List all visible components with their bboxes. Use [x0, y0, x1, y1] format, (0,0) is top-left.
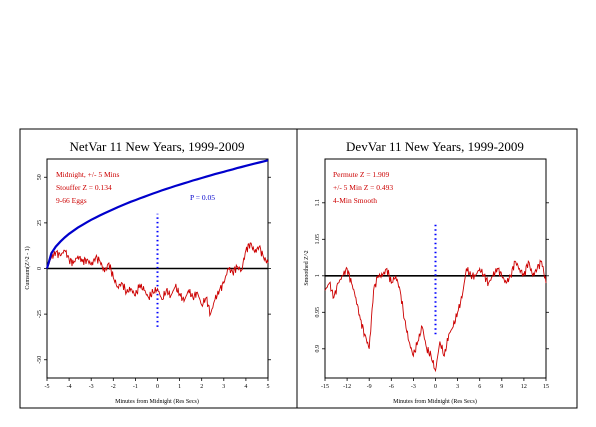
- devvar-x-tick-label: -3: [411, 384, 416, 390]
- devvar-x-tick-label: 3: [456, 384, 459, 390]
- devvar-series-red: [324, 259, 547, 373]
- netvar-x-tick-label: -1: [133, 384, 138, 390]
- figure-border: [19, 128, 578, 409]
- netvar-x-tick-label: 4: [244, 384, 247, 390]
- devvar-y-tick-labels: 1.1 1.05 1 0.95 0.9: [315, 199, 321, 352]
- netvar-annotation-window: Midnight, +/- 5 Mins: [56, 170, 119, 179]
- devvar-x-tick-label: -6: [389, 384, 394, 390]
- devvar-x-tick-labels: -15 -12 -9 -6 -3 0 3 6 9 12 15: [321, 384, 549, 390]
- devvar-y-tick-label: 1: [315, 274, 321, 277]
- devvar-x-tick-label: -9: [367, 384, 372, 390]
- netvar-x-tick-label: 2: [200, 384, 203, 390]
- devvar-x-tick-label: 6: [478, 384, 481, 390]
- devvar-title: DevVar 11 New Years, 1999-2009: [346, 139, 524, 154]
- devvar-annotation-smooth: 4-Min Smooth: [333, 196, 377, 205]
- netvar-series-red: [46, 242, 269, 318]
- devvar-x-tick-label: -15: [321, 384, 329, 390]
- netvar-ticks: [44, 176, 271, 381]
- devvar-annotation-permute: Permute Z = 1.909: [333, 170, 390, 179]
- netvar-y-tick-label: 0: [37, 267, 43, 270]
- netvar-x-tick-labels: -5 -4 -3 -2 -1 0 1 2 3 4 5: [45, 384, 270, 390]
- devvar-x-axis-label: Minutes from Midnight (Res Secs): [393, 398, 477, 405]
- devvar-chart: DevVar 11 New Years, 1999-2009 -15 -12 -9-…: [304, 139, 549, 405]
- devvar-y-tick-label: 0.9: [315, 345, 321, 353]
- netvar-y-tick-labels: 50 25 0 -25 -50: [37, 174, 43, 364]
- netvar-x-tick-label: 1: [178, 384, 181, 390]
- netvar-x-tick-label: -3: [89, 384, 94, 390]
- netvar-x-tick-label: 0: [156, 384, 159, 390]
- netvar-x-tick-label: -4: [67, 384, 72, 390]
- devvar-x-tick-label: 0: [434, 384, 437, 390]
- devvar-x-tick-label: 12: [521, 384, 527, 390]
- netvar-y-axis-label: Cumsum(Z^2 - 1): [24, 246, 31, 289]
- netvar-x-tick-label: -2: [111, 384, 116, 390]
- netvar-x-tick-label: -5: [45, 384, 50, 390]
- netvar-x-axis-label: Minutes from Midnight (Res Secs): [115, 398, 199, 405]
- devvar-x-tick-label: -12: [343, 384, 351, 390]
- devvar-y-tick-label: 0.95: [315, 307, 321, 318]
- netvar-annotation-eggs: 9-66 Eggs: [56, 196, 87, 205]
- devvar-ticks: [322, 202, 549, 381]
- devvar-y-axis-label: Smoothed Z^2: [304, 250, 310, 285]
- netvar-x-tick-label: 3: [222, 384, 225, 390]
- netvar-annotation-pvalue: P = 0.05: [190, 193, 215, 202]
- netvar-title: NetVar 11 New Years, 1999-2009: [70, 139, 245, 154]
- netvar-y-tick-label: -50: [37, 356, 43, 364]
- netvar-y-tick-label: -25: [37, 310, 43, 318]
- netvar-y-tick-label: 25: [37, 220, 43, 226]
- netvar-chart: NetVar 11 New Years, 1999-2009 -5 -4 -3 -2-…: [24, 139, 271, 405]
- netvar-series-blue: [45, 159, 269, 269]
- netvar-y-tick-label: 50: [37, 174, 43, 180]
- devvar-annotation-window: +/- 5 Min Z = 0.493: [333, 183, 393, 192]
- devvar-x-tick-label: 9: [500, 384, 503, 390]
- netvar-x-tick-label: 5: [267, 384, 270, 390]
- devvar-y-tick-label: 1.05: [315, 234, 321, 245]
- devvar-x-tick-label: 15: [543, 384, 549, 390]
- netvar-annotation-stouffer: Stouffer Z = 0.134: [56, 183, 112, 192]
- devvar-y-tick-label: 1.1: [315, 199, 321, 207]
